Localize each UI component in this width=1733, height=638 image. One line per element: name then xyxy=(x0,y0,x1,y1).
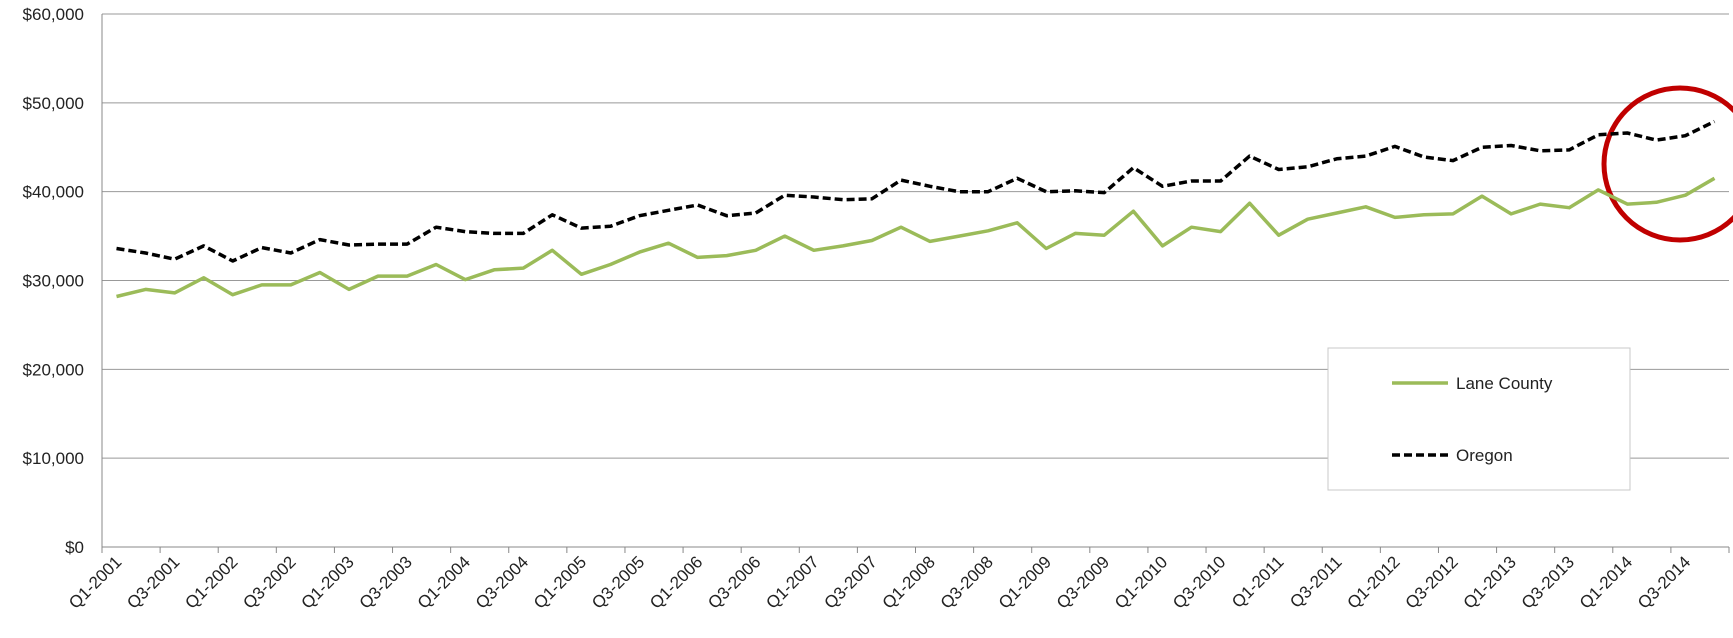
y-tick-label: $30,000 xyxy=(23,272,84,291)
x-tick-label: Q3-2002 xyxy=(239,552,299,612)
x-tick-label: Q1-2003 xyxy=(298,552,358,612)
y-tick-label: $0 xyxy=(65,538,84,557)
y-tick-label: $60,000 xyxy=(23,5,84,24)
x-tick-label: Q3-2008 xyxy=(937,552,997,612)
legend-box xyxy=(1327,347,1631,491)
legend-label: Lane County xyxy=(1456,374,1553,393)
x-tick-label: Q3-2003 xyxy=(356,552,416,612)
x-tick-label: Q1-2007 xyxy=(762,552,822,612)
x-tick-label: Q3-2006 xyxy=(704,552,764,612)
x-tick-label: Q3-2007 xyxy=(821,552,881,612)
x-tick-label: Q1-2010 xyxy=(1111,552,1171,612)
x-tick-label: Q1-2014 xyxy=(1576,552,1636,612)
x-tick-label: Q1-2008 xyxy=(879,552,939,612)
x-tick-label: Q1-2011 xyxy=(1228,552,1287,611)
highlight-circle xyxy=(1601,85,1733,243)
x-tick-label: Q1-2005 xyxy=(530,552,590,612)
y-tick-label: $50,000 xyxy=(23,94,84,113)
x-tick-label: Q3-2010 xyxy=(1169,552,1229,612)
x-tick-label: Q3-2005 xyxy=(588,552,648,612)
x-tick-label: Q1-2001 xyxy=(65,552,125,612)
x-tick-label: Q3-2012 xyxy=(1402,552,1462,612)
series-line xyxy=(116,119,1716,263)
x-tick-label: Q1-2004 xyxy=(414,552,474,612)
x-tick-label: Q1-2009 xyxy=(995,552,1055,612)
x-tick-label: Q3-2013 xyxy=(1518,552,1578,612)
x-tick-label: Q3-2001 xyxy=(123,552,183,612)
series-line xyxy=(116,176,1716,299)
x-tick-label: Q1-2002 xyxy=(181,552,241,612)
x-tick-label: Q1-2012 xyxy=(1343,552,1403,612)
x-tick-label: Q3-2009 xyxy=(1053,552,1113,612)
x-tick-label: Q3-2004 xyxy=(472,552,532,612)
y-tick-label: $20,000 xyxy=(23,360,84,379)
x-tick-label: Q3-2014 xyxy=(1634,552,1694,612)
y-tick-label: $40,000 xyxy=(23,183,84,202)
y-tick-label: $10,000 xyxy=(23,449,84,468)
x-tick-label: Q3-2011 xyxy=(1286,552,1345,611)
x-tick-label: Q1-2013 xyxy=(1460,552,1520,612)
grid xyxy=(102,13,1729,548)
legend-label: Oregon xyxy=(1456,446,1513,465)
x-tick-label: Q1-2006 xyxy=(646,552,706,612)
